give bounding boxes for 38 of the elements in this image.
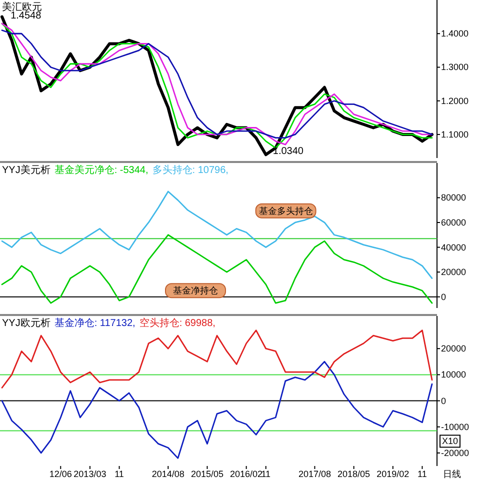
text: 日线 <box>443 469 461 479</box>
x-tick-label: 11 <box>418 469 427 479</box>
chart-title: 美汇欧元 <box>2 1 42 13</box>
y-tick-label: 20000 <box>441 344 466 354</box>
series-label: 空头持仓: 69988, <box>139 317 216 329</box>
annotation: 基金净持仓 <box>173 286 218 296</box>
x-tick-label: 12/06 <box>49 469 72 479</box>
text: 基金美元净仓: -5344, <box>54 164 148 176</box>
y-tick-label: 1.4000 <box>441 28 469 39</box>
x-tick-label: 11 <box>114 469 124 479</box>
y-tick-label: 1.1000 <box>441 129 469 140</box>
y-tick-label: -20000 <box>441 448 470 458</box>
x-tick-label: 2017/08 <box>298 469 331 479</box>
text: 基金净仓: 117132, <box>54 317 136 329</box>
y-tick-label: 20000 <box>441 267 466 278</box>
y-tick-label: 60000 <box>441 217 466 228</box>
x-tick-label: 2014/08 <box>152 469 184 479</box>
y-tick-label: 40000 <box>441 242 466 252</box>
x-tick-label: 2019/02 <box>376 469 410 479</box>
annotation: 1.0340 <box>272 146 304 158</box>
y-tick-label: -10000 <box>441 422 470 432</box>
x-tick-label: 11 <box>261 469 271 479</box>
y-tick-label: 80000 <box>441 192 466 203</box>
annotation: 基金多头持仓 <box>258 206 313 216</box>
x-tick-label: 2013/03 <box>74 469 106 479</box>
y-tick-label: 10000 <box>441 370 466 380</box>
text: X10 <box>442 436 458 446</box>
x-tick-label: 2015/05 <box>190 469 224 479</box>
y-tick-label: 0 <box>441 396 446 406</box>
text: 多头持仓: 10796, <box>152 164 228 176</box>
y-tick-label: 0 <box>441 292 446 302</box>
y-tick-label: 1.2000 <box>441 96 469 106</box>
chart-title: YYJ美元析 <box>2 164 50 176</box>
annotation: 1.4548 <box>10 10 42 22</box>
x-tick-label: 2016/02 <box>230 469 263 479</box>
x-tick-label: 2018/05 <box>338 469 370 479</box>
chart-title: YYJ欧元析 <box>2 317 50 329</box>
y-tick-label: 1.3000 <box>441 62 469 72</box>
